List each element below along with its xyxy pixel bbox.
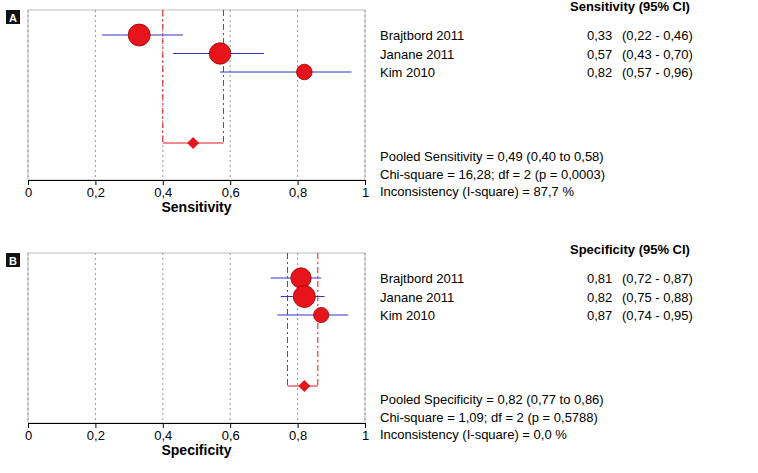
value-label: 0,57 xyxy=(587,47,612,62)
value-label: 0,33 xyxy=(587,28,612,43)
value-label: 0,82 xyxy=(587,290,612,305)
ci-line xyxy=(277,315,348,316)
tick: 0,8 xyxy=(289,180,307,200)
plot-frame xyxy=(28,253,365,423)
heterogeneity-label: Inconsistency (I-square) = 0,0 % xyxy=(380,427,567,442)
grid-line xyxy=(365,253,366,423)
ci-label: (0,74 - 0,95) xyxy=(622,308,693,323)
value-label: 0,87 xyxy=(587,308,612,323)
heterogeneity-label: Inconsistency (I-square) = 87,7 % xyxy=(380,184,574,199)
tick-label: 1 xyxy=(362,185,369,200)
x-axis: 0 0,2 0,4 0,6 0,8 1 xyxy=(25,180,369,200)
value-label: 0,81 xyxy=(587,271,612,286)
plot-frame xyxy=(28,10,365,180)
pooled-ci-line xyxy=(287,253,288,386)
tick: 0,6 xyxy=(222,423,240,443)
panel-label: A xyxy=(9,12,17,24)
pooled-diamond xyxy=(187,137,199,149)
ci-line xyxy=(220,72,351,73)
panel-label: B xyxy=(9,255,17,267)
study-marker xyxy=(293,286,315,308)
tick: 0 xyxy=(25,423,32,443)
grid-line xyxy=(297,10,298,180)
pooled-label: Pooled Specificity = 0,82 (0,77 to 0,86) xyxy=(380,392,604,407)
value-label: 0,82 xyxy=(587,65,612,80)
study-name: Brajtbord 2011 xyxy=(380,28,464,43)
grid-line xyxy=(28,253,29,423)
tick-label: 1 xyxy=(362,428,369,443)
study-marker xyxy=(297,64,313,80)
tick-label: 0,8 xyxy=(289,428,307,443)
study-name: Kim 2010 xyxy=(380,65,435,80)
pooled-ci-line xyxy=(162,10,163,143)
chart-root: 00,20,40,60,81SensitivityASensitivity (9… xyxy=(0,0,758,473)
panel-label-box xyxy=(6,10,20,24)
tick-label: 0,6 xyxy=(222,185,240,200)
tick-label: 0,8 xyxy=(289,185,307,200)
grid-line xyxy=(230,253,231,423)
study-marker xyxy=(314,307,329,322)
study-marker xyxy=(291,268,311,288)
tick-label: 0,2 xyxy=(87,428,105,443)
axis-line xyxy=(29,181,366,186)
tick-label: 0,6 xyxy=(222,428,240,443)
tick: 0,8 xyxy=(289,423,307,443)
study-marker xyxy=(209,43,230,64)
forest-panel: 0 0,2 0,4 0,6 0,8 1 Sensitivity A Sensitivity (9… xyxy=(6,0,693,215)
tick-label: 0,2 xyxy=(87,185,105,200)
pooled-ci-line xyxy=(223,10,224,143)
heterogeneity-label: Chi-square = 16,28; df = 2 (p = 0,0003) xyxy=(380,167,605,182)
column-header: Specificity (95% CI) xyxy=(570,242,690,257)
tick: 1 xyxy=(362,180,369,200)
panel-label-box xyxy=(6,253,20,267)
study-name: Janane 2011 xyxy=(380,47,454,62)
tick: 0,2 xyxy=(87,180,105,200)
tick: 0,4 xyxy=(154,180,172,200)
ci-label: (0,43 - 0,70) xyxy=(622,47,693,62)
study-marker xyxy=(128,24,150,46)
pooled-label: Pooled Sensitivity = 0,49 (0,40 to 0,58) xyxy=(380,149,604,164)
study-name: Brajtbord 2011 xyxy=(380,271,464,286)
tick: 0,4 xyxy=(154,423,172,443)
grid-line xyxy=(95,253,96,423)
marks xyxy=(271,253,349,392)
tick-label: 0 xyxy=(25,428,32,443)
study-name: Kim 2010 xyxy=(380,308,435,323)
grid-line xyxy=(365,10,366,180)
tick: 0,6 xyxy=(222,180,240,200)
column-header: Sensitivity (95% CI) xyxy=(570,0,690,14)
forest-panel: 00,20,40,60,81SpecificityBSpecificity (9… xyxy=(6,242,693,458)
grid-line xyxy=(28,10,29,180)
ci-label: (0,57 - 0,96) xyxy=(622,65,693,80)
tick-label: 0,4 xyxy=(154,428,172,443)
grid-line xyxy=(162,253,163,423)
grid-line xyxy=(95,10,96,180)
tick: 0,2 xyxy=(87,423,105,443)
tick: 0 xyxy=(25,180,32,200)
x-axis: 0 0,2 0,4 0,6 0,8 1 xyxy=(25,423,369,443)
ci-label: (0,75 - 0,88) xyxy=(622,290,693,305)
ci-label: (0,72 - 0,87) xyxy=(622,271,693,286)
study-name: Janane 2011 xyxy=(380,290,454,305)
grid-line xyxy=(230,10,231,180)
tick: 1 xyxy=(362,423,369,443)
marks xyxy=(102,10,351,149)
tick-label: 0,4 xyxy=(154,185,172,200)
heterogeneity-label: Chi-square = 1,09; df = 2 (p = 0,5788) xyxy=(380,410,598,425)
ci-label: (0,22 - 0,46) xyxy=(622,28,693,43)
axis-title: Specificity xyxy=(161,442,231,458)
axis-line xyxy=(29,424,366,429)
axis-title: Sensitivity xyxy=(161,199,231,215)
tick-label: 0 xyxy=(25,185,32,200)
pooled-diamond xyxy=(298,380,310,392)
